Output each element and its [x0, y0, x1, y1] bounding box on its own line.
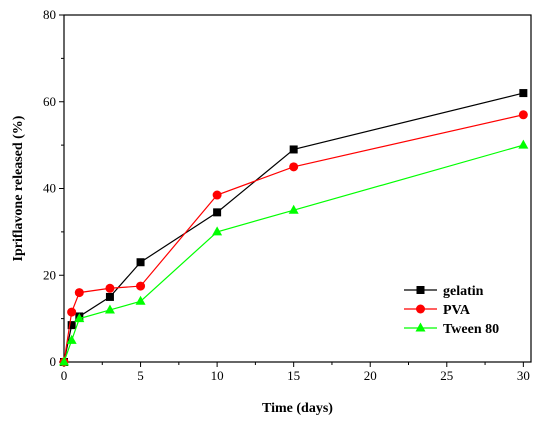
data-point-tween-80	[66, 334, 77, 344]
data-point-tween-80	[135, 295, 146, 305]
y-axis-title: Ipriflavone released (%)	[11, 115, 26, 261]
series-line-tween-80	[63, 144, 524, 363]
data-point-gelatin	[136, 258, 145, 267]
data-point-pva	[136, 281, 146, 291]
data-point-pva	[74, 288, 84, 298]
data-point-gelatin	[105, 292, 114, 301]
data-point-pva	[289, 162, 299, 172]
data-point-pva	[212, 190, 222, 200]
x-tick-label: 10	[211, 368, 224, 383]
data-point-tween-80	[104, 304, 115, 314]
y-tick-label: 0	[50, 354, 57, 369]
data-point-tween-80	[74, 313, 85, 323]
data-point-tween-80	[59, 356, 69, 366]
x-axis-title: Time (days)	[262, 401, 333, 416]
y-tick-label: 20	[43, 267, 56, 282]
x-tick-label: 30	[517, 368, 530, 383]
data-point-gelatin	[67, 321, 76, 330]
x-tick-label: 5	[137, 368, 144, 383]
data-point-pva	[105, 283, 115, 293]
data-point-tween-80	[212, 226, 223, 236]
legend-label-pva: PVA	[443, 303, 471, 318]
data-point-gelatin	[213, 208, 222, 217]
y-tick-label: 60	[43, 94, 56, 109]
x-tick-label: 20	[364, 368, 377, 383]
y-tick-label: 40	[43, 181, 56, 196]
legend-label-tween-80: Tween 80	[443, 322, 499, 337]
data-point-pva	[518, 110, 528, 120]
x-tick-label: 15	[287, 368, 300, 383]
x-tick-label: 0	[61, 368, 68, 383]
legend-marker-pva	[416, 304, 425, 314]
data-point-pva	[67, 307, 77, 317]
legend-marker-tween-80	[415, 322, 426, 332]
data-point-gelatin	[519, 89, 528, 98]
data-point-gelatin	[289, 145, 298, 154]
legend-label-gelatin: gelatin	[443, 284, 484, 299]
legend-marker-gelatin	[416, 286, 425, 294]
data-point-tween-80	[288, 204, 299, 214]
y-tick-label: 80	[43, 7, 56, 22]
x-tick-label: 25	[440, 368, 453, 383]
data-point-tween-80	[518, 139, 529, 149]
